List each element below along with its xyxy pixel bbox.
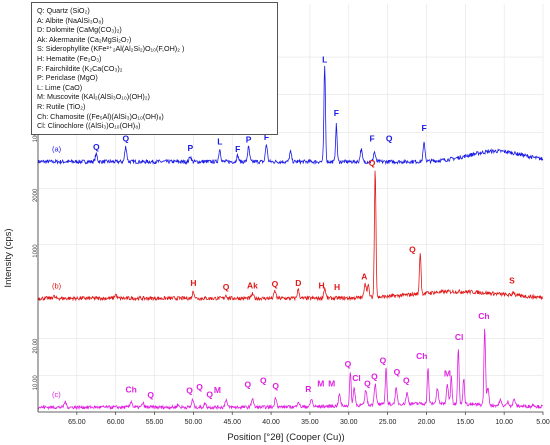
phase-label: Q [260,375,267,385]
phase-label: Q [403,376,410,386]
phase-label: A [361,272,367,282]
phase-label: Q [409,244,416,254]
phase-label: Q [272,279,279,289]
phase-label: F [334,108,339,118]
pattern-line-c [37,328,543,411]
phase-label: H [190,278,196,288]
legend-entry-dolomite: D: Dolomite (CaMg(CO₃)₂) [37,25,122,35]
phase-label: H [334,282,340,292]
x-tick-label: 60.00 [107,419,125,426]
phase-label: Q [386,133,393,143]
phase-label: M [214,385,221,395]
phase-label: Ak [247,281,258,291]
legend-entry-fairchildite: F: Fairchildite (K₂Ca(CO₃)₂ [37,63,123,73]
pattern-line-a [37,65,544,166]
phase-label: Cl [352,373,361,383]
phase-label: Q [147,390,154,400]
panel-label-a: (a) [52,145,62,154]
phase-label: L [217,136,222,146]
legend-entry-clinochlore: Cl: Clinochlore ((AlSi₃)O₁₀(OH)₈) [37,121,141,131]
phase-label: D [295,278,301,288]
phase-label: Q [93,142,100,152]
phase-label: M [317,378,324,388]
x-tick-label: 5.00 [536,419,550,426]
x-tick-label: 50.00 [185,419,203,426]
panel-label-c: (c) [52,390,61,399]
phase-label: Cl [455,332,464,342]
legend-entry-lime: L: Lime (CaO) [37,82,83,92]
phase-label: P [246,135,252,145]
phase-label: Ch [416,351,427,361]
phase-label: Ch [478,311,489,321]
phase-label: Q [369,158,376,168]
legend-entry-akermanite: Ak: Akermanite (Ca₂MgSi₂O₇) [37,34,132,44]
x-axis-label: Position [°2θ] (Cooper (Cu)) [227,432,344,443]
phase-label: S [509,276,515,286]
phase-label: Q [122,133,129,143]
legend-entry-albite: A: Albite (NaAlSi₃O₈) [37,15,104,25]
phase-label: Q [394,367,401,377]
x-tick-label: 20.00 [418,419,436,426]
phase-label: F [235,144,240,154]
legend-entry-quartz: Q: Quartz (SiO₂) [37,6,90,15]
phase-label: Q [186,386,193,396]
x-tick-label: 45.00 [223,419,241,426]
legend-entry-siderophyllite: S: Siderophyllite (KFe²⁺₂Al(Al₂Si₂)O₁₀(F… [37,44,185,54]
x-tick-label: 30.00 [340,419,358,426]
phase-label: Ch [126,385,137,395]
phase-label: Q [196,382,203,392]
y-tick-label: 20.00 [33,338,39,354]
x-tick-label: 15.00 [457,419,475,426]
phase-label: H [319,281,325,291]
phase-label: L [322,54,327,64]
y-tick-label: 1000 [33,244,39,258]
phase-label: Q [364,378,371,388]
x-tick-label: 40.00 [262,419,280,426]
phase-label: F [369,133,374,143]
x-tick-label: 25.00 [379,419,397,426]
phase-label: F [422,123,427,133]
phase-label: P [187,143,193,153]
phase-label: M [328,379,335,389]
phase-label: Q [380,356,387,366]
x-tick-label: 10.00 [495,419,513,426]
phase-label: Q [223,282,230,292]
phase-label: Q [272,381,279,391]
pattern-line-b [37,170,544,302]
phase-legend: Q: Quartz (SiO₂) A: Albite (NaAlSi₃O₈) D… [31,2,278,135]
phase-label: M [444,369,451,379]
legend-entry-muscovite: M: Muscovite (KAl₂(AlSi₃O₁₀)(OH)₂) [37,92,150,102]
phase-label: F [264,132,269,142]
phase-label: Q [345,359,352,369]
y-tick-label: 10.00 [33,375,39,391]
legend-entry-periclase: P: Periclase (MgO) [37,73,98,83]
phase-label: R [305,384,311,394]
x-tick-label: 65.00 [68,419,86,426]
legend-entry-rutile: R: Rutile (TiO₂) [37,101,86,111]
legend-entry-hematite: H: Hematite (Fe₂O₃) [37,53,102,63]
phase-label: Q [371,372,378,382]
y-tick-label: 2000 [33,188,39,202]
diffraction-traces [37,65,544,411]
legend-entry-chamosite: Ch: Chamosite ((Fe₅Al)(AlSi₃)O₁₀(OH)₈) [37,111,164,121]
phase-label: Q [206,389,213,399]
panel-label-b: (b) [52,281,62,290]
y-tick-label: 100 [33,132,39,143]
axes: 1002003001000200010.0020.0065.0060.0055.… [33,4,550,426]
x-tick-label: 55.00 [146,419,164,426]
y-axis-label: Intensity (cps) [3,228,14,287]
x-tick-label: 35.00 [301,419,319,426]
phase-label: Q [244,380,251,390]
